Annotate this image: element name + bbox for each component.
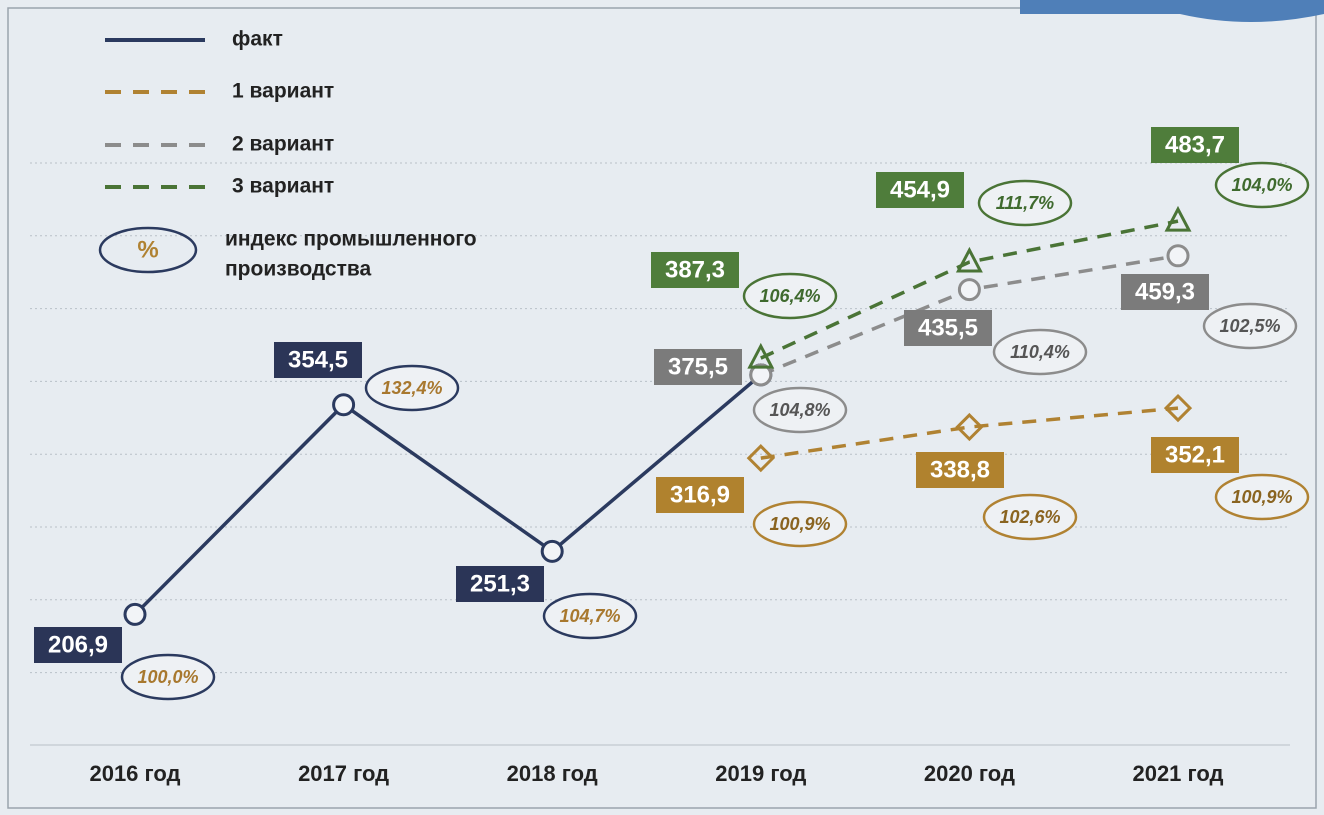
value-box — [651, 252, 739, 288]
index-ellipse — [992, 328, 1088, 376]
value-label: 483,7 — [1165, 131, 1225, 158]
legend-label: 3 вариант — [232, 175, 334, 198]
index-ellipse — [977, 179, 1073, 227]
marker — [749, 363, 773, 387]
value-box — [1121, 274, 1209, 310]
index-label: 104,0% — [1231, 175, 1292, 195]
value-label: 354,5 — [288, 346, 348, 373]
index-label: 104,7% — [559, 606, 620, 626]
series-line — [760, 219, 1179, 360]
value-box — [1151, 127, 1239, 163]
marker — [123, 602, 147, 626]
value-label: 206,9 — [48, 631, 108, 658]
index-ellipse — [1214, 473, 1310, 521]
index-label: 106,4% — [759, 286, 820, 306]
value-label: 387,3 — [665, 256, 725, 283]
value-label: 338,8 — [930, 456, 990, 483]
legend-index-symbol-text: % — [137, 236, 158, 263]
value-label: 316,9 — [670, 481, 730, 508]
index-label: 102,5% — [1219, 316, 1280, 336]
marker — [955, 246, 983, 273]
index-ellipse — [752, 500, 848, 548]
frame — [7, 7, 1317, 809]
index-ellipse — [364, 364, 460, 412]
x-tick-label: 2016 год — [89, 761, 180, 786]
marker — [957, 278, 981, 302]
index-label: 110,4% — [1010, 342, 1070, 362]
series-line — [133, 373, 762, 616]
value-box — [656, 477, 744, 513]
x-tick-label: 2017 год — [298, 761, 389, 786]
x-tick-label: 2020 год — [924, 761, 1015, 786]
legend-index-name: производства — [225, 258, 372, 281]
index-label: 111,7% — [996, 193, 1054, 213]
value-box — [876, 172, 964, 208]
index-ellipse — [742, 272, 838, 320]
marker — [747, 342, 775, 369]
value-box — [904, 310, 992, 346]
logo — [1020, 0, 1324, 22]
legend-label: факт — [232, 28, 283, 51]
value-label: 352,1 — [1165, 441, 1225, 468]
value-label: 435,5 — [918, 314, 978, 341]
index-ellipse — [542, 592, 638, 640]
value-box — [1151, 437, 1239, 473]
marker — [1164, 205, 1192, 232]
legend-label: 2 вариант — [232, 133, 334, 156]
index-label: 102,6% — [999, 507, 1060, 527]
marker — [1163, 394, 1193, 423]
legend-label: 1 вариант — [232, 80, 334, 103]
value-box — [654, 349, 742, 385]
value-label: 375,5 — [668, 353, 728, 380]
x-tick-label: 2018 год — [507, 761, 598, 786]
x-tick-label: 2019 год — [715, 761, 806, 786]
marker — [540, 539, 564, 563]
index-label: 100,9% — [769, 514, 830, 534]
marker — [1166, 244, 1190, 268]
value-label: 251,3 — [470, 570, 530, 597]
index-label: 100,0% — [137, 667, 198, 687]
index-ellipse — [752, 386, 848, 434]
index-ellipse — [1202, 302, 1298, 350]
x-tick-label: 2021 год — [1132, 761, 1223, 786]
value-label: 454,9 — [890, 176, 950, 203]
value-box — [456, 566, 544, 602]
index-label: 132,4% — [381, 378, 442, 398]
legend-index-name: индекс промышленного — [225, 228, 477, 251]
index-label: 104,8% — [769, 400, 830, 420]
value-box — [274, 342, 362, 378]
value-box — [916, 452, 1004, 488]
index-label: 100,9% — [1231, 487, 1292, 507]
index-ellipse — [120, 653, 216, 701]
value-label: 459,3 — [1135, 278, 1195, 305]
legend-index-symbol — [98, 226, 198, 274]
marker — [746, 444, 775, 473]
index-ellipse — [1214, 161, 1310, 209]
value-box — [34, 627, 122, 663]
index-ellipse — [982, 493, 1078, 541]
marker — [332, 393, 356, 417]
marker — [955, 412, 984, 442]
